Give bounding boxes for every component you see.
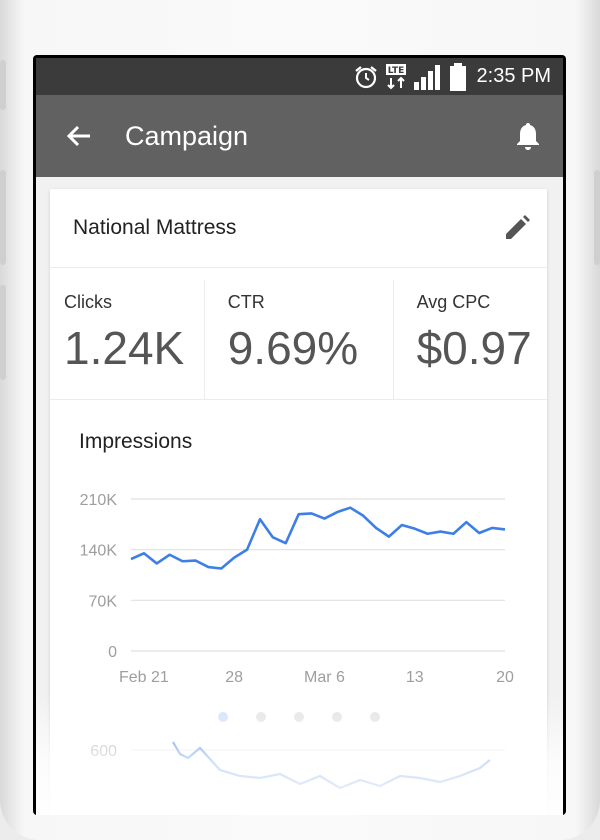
metric-value: $0.97 bbox=[416, 322, 532, 374]
status-bar: LTE 2:35 PM bbox=[36, 58, 563, 95]
status-time: 2:35 PM bbox=[476, 65, 551, 87]
pager-dot[interactable] bbox=[255, 712, 266, 722]
y-tick-label: 140K bbox=[80, 543, 118, 560]
y-tick-label: 0 bbox=[108, 644, 117, 661]
next-chart-preview: 600 bbox=[90, 741, 505, 790]
preview-line bbox=[172, 741, 491, 790]
metric-value: 9.69% bbox=[227, 322, 359, 374]
notifications-button[interactable] bbox=[493, 95, 563, 177]
pager-dot[interactable] bbox=[369, 712, 380, 722]
arrow-left-icon bbox=[66, 125, 90, 147]
edit-button[interactable] bbox=[487, 189, 547, 267]
page-title: Campaign bbox=[125, 120, 249, 151]
campaign-card: National Mattress Clicks 1.24K CTR 9.69% bbox=[50, 189, 547, 815]
battery-icon bbox=[449, 62, 467, 91]
pager-dot[interactable] bbox=[331, 712, 342, 722]
phone-power-button bbox=[594, 170, 600, 265]
x-tick-label: 13 bbox=[406, 669, 424, 686]
y-tick-label: 70K bbox=[89, 593, 118, 610]
phone-volume-up-button bbox=[0, 170, 6, 265]
metric-label: CTR bbox=[227, 292, 265, 312]
metric-clicks[interactable]: Clicks 1.24K bbox=[50, 268, 204, 399]
x-tick-label: Feb 21 bbox=[119, 669, 169, 686]
x-tick-label: 28 bbox=[225, 669, 243, 686]
campaign-name: National Mattress bbox=[73, 216, 237, 239]
app-bar: Campaign bbox=[36, 95, 563, 177]
metric-ctr[interactable]: CTR 9.69% bbox=[203, 280, 393, 399]
bell-icon bbox=[517, 123, 539, 150]
metrics-row: Clicks 1.24K CTR 9.69% Avg CPC $0.97 bbox=[50, 268, 547, 400]
metric-label: Avg CPC bbox=[416, 292, 491, 312]
alarm-icon bbox=[353, 64, 379, 90]
content-area: National Mattress Clicks 1.24K CTR 9.69% bbox=[36, 177, 563, 815]
lte-icon: LTE bbox=[385, 63, 407, 91]
metric-avg-cpc[interactable]: Avg CPC $0.97 bbox=[392, 280, 547, 399]
back-button[interactable] bbox=[36, 95, 122, 177]
chart-pager[interactable] bbox=[50, 712, 547, 722]
campaign-header: National Mattress bbox=[50, 189, 547, 268]
metric-value: 1.24K bbox=[64, 322, 185, 374]
impressions-line bbox=[130, 506, 506, 570]
impressions-chart: 0 70K 140K 210K Feb 21 28 Mar 6 13 20 bbox=[80, 492, 514, 686]
pager-dot[interactable] bbox=[293, 712, 304, 722]
lte-label: LTE bbox=[387, 66, 404, 76]
x-tick-label: Mar 6 bbox=[304, 669, 345, 686]
pencil-icon bbox=[506, 215, 530, 239]
y-tick-label: 210K bbox=[80, 492, 118, 509]
phone-side-button bbox=[0, 60, 6, 110]
y-tick-label: 600 bbox=[90, 743, 117, 760]
chart-title: Impressions bbox=[79, 430, 193, 453]
impressions-chart-section[interactable]: Impressions 0 70K 140K 210K Feb 21 28 Mar 6 13 2… bbox=[50, 400, 547, 790]
metric-label: Clicks bbox=[64, 292, 112, 312]
phone-volume-down-button bbox=[0, 285, 6, 380]
phone-screen: LTE 2:35 PM Campaign bbox=[33, 55, 566, 815]
pager-dot[interactable] bbox=[217, 712, 228, 722]
x-tick-label: 20 bbox=[496, 669, 514, 686]
signal-icon bbox=[413, 64, 443, 90]
